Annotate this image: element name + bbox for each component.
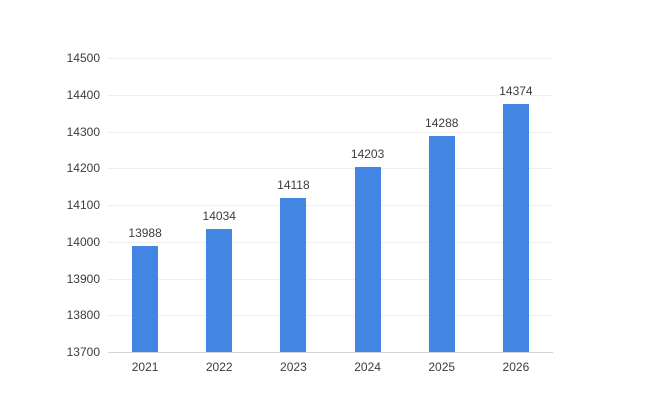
- bar-value-label: 14203: [350, 147, 385, 162]
- bar-value-label: 14118: [277, 178, 310, 193]
- bar-group-2021: 13988: [108, 58, 182, 352]
- y-axis-tick-label: 14400: [66, 87, 100, 102]
- bar-value-label: 13988: [128, 226, 162, 241]
- x-axis-category-label: 2024: [354, 360, 381, 374]
- bar-2024: [354, 167, 381, 352]
- bar-group-2023: 14118: [256, 58, 330, 352]
- x-axis-category-label: 2022: [205, 360, 233, 374]
- plot-area: 13988 14034 14118 14203 14288 14374: [108, 58, 553, 353]
- x-axis-category-label: 2021: [131, 360, 159, 374]
- bar-value-label: 14374: [499, 84, 533, 99]
- y-axis: 14500 14400 14300 14200 14100 14000 13900 13800…: [0, 0, 100, 409]
- bar-2026: [502, 104, 529, 352]
- bar-group-2024: 14203: [331, 58, 405, 352]
- gridline: [108, 94, 553, 96]
- bar-group-2025: 14288: [405, 58, 479, 352]
- y-axis-tick-label: 14000: [66, 234, 100, 249]
- gridline: [108, 278, 553, 280]
- y-axis-tick-label: 14100: [66, 198, 100, 212]
- y-axis-tick-label: 13700: [66, 345, 100, 359]
- bar-value-label: 14034: [202, 209, 236, 224]
- gridline: [108, 241, 553, 243]
- x-axis-category-label: 2023: [280, 360, 307, 374]
- y-axis-tick-label: 14300: [66, 124, 100, 139]
- y-axis-tick-label: 14500: [66, 51, 100, 65]
- bar-group-2022: 14034: [182, 58, 256, 352]
- bar-2025: [428, 135, 455, 352]
- y-axis-tick-label: 14200: [66, 161, 100, 176]
- gridline: [108, 205, 553, 206]
- gridline: [108, 315, 553, 317]
- x-axis: 2021 2022 2023 2024 2025 2026: [108, 360, 553, 380]
- bar-2023: [280, 198, 307, 352]
- x-axis-line: [108, 352, 553, 353]
- y-axis-tick-label: 13800: [66, 308, 100, 323]
- gridline: [108, 168, 553, 170]
- x-axis-category-label: 2026: [502, 360, 530, 374]
- gridline: [108, 131, 553, 133]
- gridline: [108, 58, 553, 59]
- bar-2021: [132, 246, 159, 352]
- bar-value-label: 14288: [425, 115, 459, 130]
- y-axis-tick-label: 13900: [66, 271, 100, 286]
- bar-group-2026: 14374: [479, 58, 553, 352]
- bar-2022: [206, 229, 233, 352]
- x-axis-category-label: 2025: [428, 360, 456, 374]
